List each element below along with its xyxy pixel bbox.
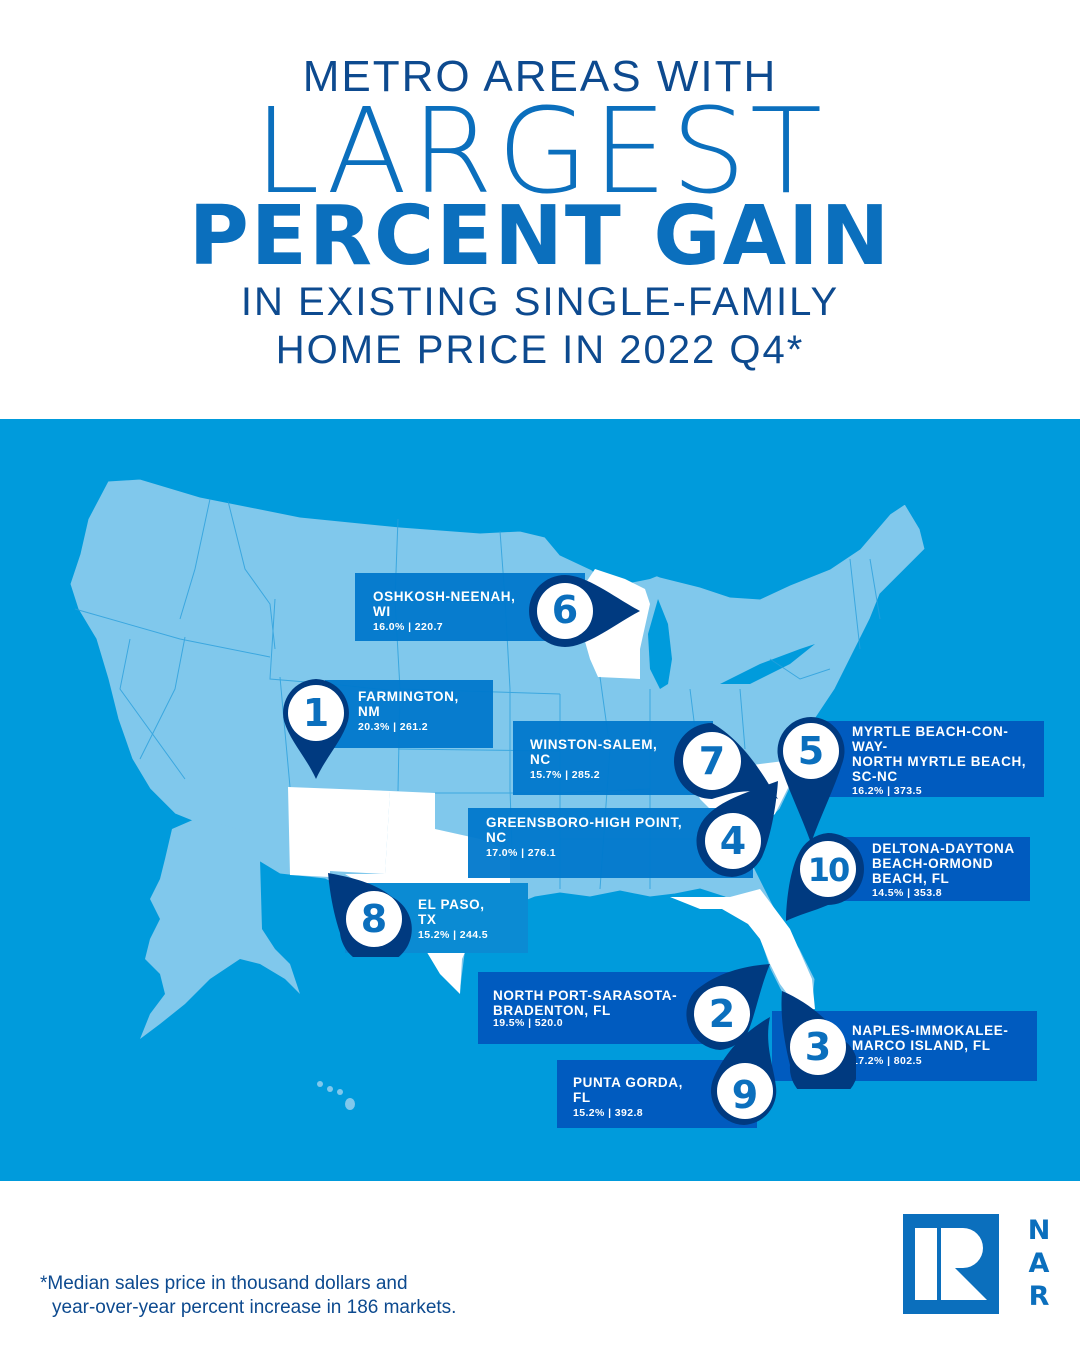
title-line-5: HOME PRICE IN 2022 Q4* bbox=[275, 328, 805, 372]
map-pin-10-number: 10 bbox=[807, 851, 851, 889]
metro-name-2: NORTH PORT-SARASOTA- BRADENTON, FL bbox=[493, 988, 678, 1018]
map-pin-2-icon[interactable] bbox=[680, 962, 772, 1052]
map-pin-8-icon[interactable] bbox=[326, 871, 414, 957]
metro-name-8: EL PASO, TX bbox=[418, 897, 485, 927]
nar-wordmark: N A R bbox=[1024, 1214, 1054, 1313]
title-line-2: LARGEST bbox=[253, 82, 827, 220]
metro-name-1: FARMINGTON, NM bbox=[358, 689, 459, 719]
metro-name-9: PUNTA GORDA, FL bbox=[573, 1075, 683, 1105]
map-pin-6-icon[interactable] bbox=[525, 571, 645, 651]
metro-value-4: 17.0% | 276.1 bbox=[486, 847, 557, 859]
title-line-3: PERCENT GAIN bbox=[188, 189, 892, 284]
metro-value-10: 14.5% | 353.8 bbox=[872, 887, 943, 899]
state-new-mexico bbox=[288, 787, 390, 877]
map-pin-7-icon[interactable] bbox=[672, 721, 782, 811]
map-pin-1-icon[interactable] bbox=[280, 677, 352, 781]
nar-letter-a: A bbox=[1028, 1248, 1050, 1279]
map-pin-9-number: 9 bbox=[731, 1073, 759, 1117]
map-pin-4-number: 4 bbox=[719, 819, 747, 863]
map-pin-3-icon[interactable] bbox=[776, 989, 856, 1089]
map-pin-3-number: 3 bbox=[804, 1025, 832, 1069]
map-pin-5-number: 5 bbox=[797, 729, 825, 773]
hawaii-islands bbox=[317, 1081, 355, 1110]
metro-name-4: GREENSBORO-HIGH POINT, NC bbox=[486, 815, 683, 845]
metro-value-2: 19.5% | 520.0 bbox=[493, 1017, 564, 1029]
metro-label-box-5 bbox=[822, 721, 1044, 797]
map-pin-2-number: 2 bbox=[708, 992, 736, 1036]
metro-label-box-1 bbox=[325, 680, 493, 748]
title-line-4: IN EXISTING SINGLE-FAMILY bbox=[240, 280, 840, 324]
state-florida bbox=[670, 889, 815, 1011]
map-pin-7-number: 7 bbox=[698, 739, 726, 783]
lake-michigan bbox=[648, 599, 672, 689]
metro-name-10: DELTONA-DAYTONA BEACH-ORMOND BEACH, FL bbox=[872, 841, 1015, 886]
map-pin-5-icon[interactable] bbox=[775, 715, 847, 845]
footnote-line-1: *Median sales price in thousand dollars … bbox=[40, 1273, 408, 1294]
us-map: OSHKOSH-NEENAH, WI 16.0% | 220.7 6 FARMIN… bbox=[0, 419, 1080, 1181]
metro-value-3: 17.2% | 802.5 bbox=[852, 1055, 923, 1067]
metro-name-6: OSHKOSH-NEENAH, WI bbox=[373, 589, 516, 619]
metro-value-9: 15.2% | 392.8 bbox=[573, 1107, 644, 1119]
map-pin-8-number: 8 bbox=[360, 897, 388, 941]
nar-logo-icon bbox=[903, 1214, 999, 1314]
map-pin-9-icon[interactable] bbox=[708, 1015, 782, 1127]
metro-value-8: 15.2% | 244.5 bbox=[418, 929, 489, 941]
metro-value-1: 20.3% | 261.2 bbox=[358, 721, 429, 733]
metro-value-7: 15.7% | 285.2 bbox=[530, 769, 601, 781]
metro-value-5: 16.2% | 373.5 bbox=[852, 785, 923, 797]
alaska-land bbox=[140, 819, 300, 1039]
map-pin-4-icon[interactable] bbox=[696, 779, 786, 879]
lake-erie-ontario bbox=[720, 644, 815, 684]
nar-letter-n: N bbox=[1027, 1215, 1051, 1246]
metro-value-6: 16.0% | 220.7 bbox=[373, 621, 444, 633]
footnote-line-2: year-over-year percent increase in 186 m… bbox=[52, 1297, 457, 1318]
map-pin-6-number: 6 bbox=[551, 588, 579, 632]
realtor-r-icon bbox=[915, 1228, 987, 1300]
us-states-map bbox=[69, 478, 926, 1110]
title-line-1: METRO AREAS WITH bbox=[302, 52, 778, 101]
metro-name-7: WINSTON-SALEM, NC bbox=[530, 737, 658, 767]
map-pin-10-icon[interactable] bbox=[784, 831, 864, 923]
metro-name-3: NAPLES-IMMOKALEE- MARCO ISLAND, FL bbox=[852, 1023, 1009, 1053]
metro-name-5: MYRTLE BEACH-CON- WAY- NORTH MYRTLE BEACH,… bbox=[852, 724, 1027, 784]
footnote: *Median sales price in thousand dollars … bbox=[40, 1272, 456, 1320]
map-pin-1-number: 1 bbox=[302, 691, 330, 735]
nar-letter-r: R bbox=[1028, 1281, 1050, 1312]
